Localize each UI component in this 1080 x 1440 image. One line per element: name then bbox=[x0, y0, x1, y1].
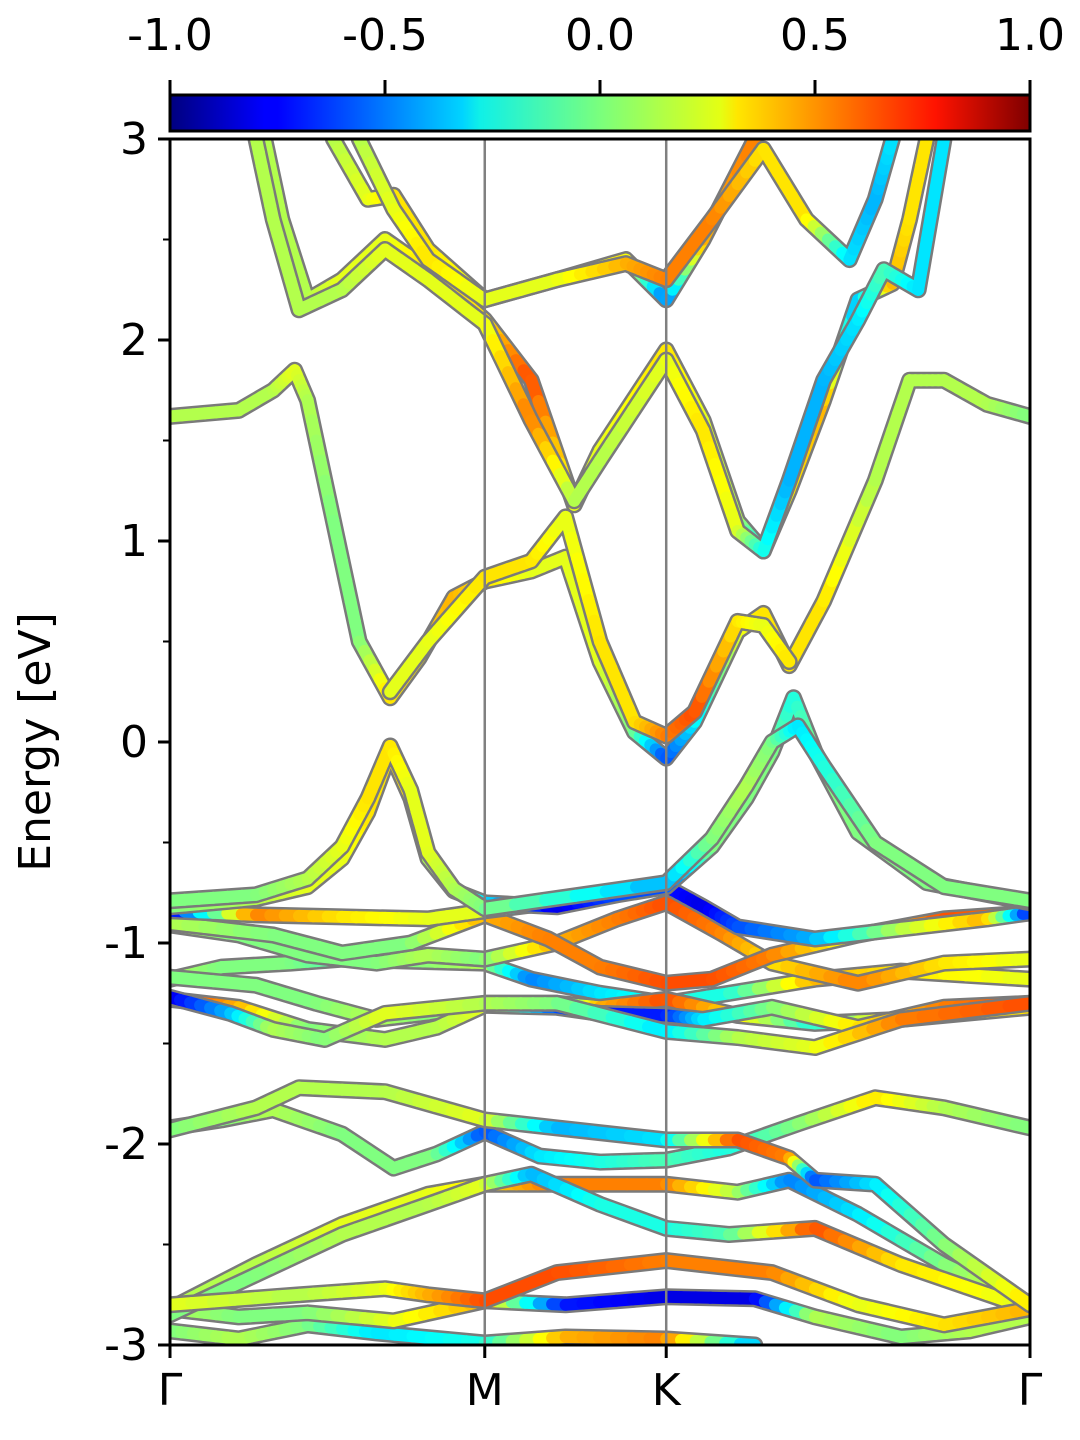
band-line bbox=[350, 139, 901, 309]
band-segment bbox=[1002, 997, 1030, 1012]
band-line bbox=[247, 139, 953, 560]
band-segment bbox=[1002, 971, 1030, 986]
band-segment bbox=[1009, 892, 1030, 907]
x-tick-label: Γ bbox=[158, 1365, 183, 1416]
band-line bbox=[170, 988, 1030, 1056]
y-tick-label: 3 bbox=[120, 114, 148, 165]
x-tick-label: K bbox=[652, 1365, 682, 1416]
band-line bbox=[170, 717, 1030, 918]
colorbar-tick-label: -1.0 bbox=[127, 10, 213, 61]
band-segment bbox=[1009, 953, 1030, 966]
band-line bbox=[381, 508, 798, 745]
y-tick-label: 1 bbox=[120, 516, 148, 567]
band-line bbox=[170, 1079, 1030, 1314]
x-tick-label: Γ bbox=[1018, 1365, 1043, 1416]
band-segment bbox=[778, 649, 796, 668]
band-line bbox=[170, 1252, 1030, 1334]
high-symmetry-lines bbox=[483, 139, 668, 1345]
band-segment bbox=[1009, 1118, 1030, 1134]
colorbar: -1.0 -0.5 0.0 0.5 1.0 bbox=[127, 10, 1065, 133]
colorbar-ticks: -1.0 -0.5 0.0 0.5 1.0 bbox=[127, 10, 1065, 95]
band-segment bbox=[883, 139, 899, 155]
y-tick-label: -2 bbox=[104, 1119, 148, 1170]
y-tick-label: 2 bbox=[120, 315, 148, 366]
y-axis-label: Energy [eV] bbox=[10, 612, 61, 872]
y-tick-label: -1 bbox=[104, 918, 148, 969]
band-line bbox=[170, 361, 1030, 767]
band-line bbox=[170, 1165, 1030, 1324]
colorbar-tick-label: 0.5 bbox=[780, 10, 850, 61]
band-segment bbox=[740, 139, 761, 162]
colorbar-tick-label: -0.5 bbox=[342, 10, 428, 61]
colorbar-gradient bbox=[168, 93, 1032, 133]
y-axis-ticks: -3 -2 -1 0 1 2 3 bbox=[104, 114, 170, 1371]
band-segment bbox=[1009, 1288, 1030, 1311]
band-segment bbox=[933, 139, 950, 171]
colorbar-tick-label: 0.0 bbox=[565, 10, 635, 61]
band-segment bbox=[917, 139, 933, 159]
y-tick-label: 0 bbox=[120, 717, 148, 768]
bands-layer bbox=[170, 139, 1030, 1345]
band-line bbox=[170, 1316, 764, 1345]
colorbar-tick-label: 1.0 bbox=[995, 10, 1065, 61]
x-tick-label: M bbox=[466, 1365, 504, 1416]
band-outline bbox=[170, 361, 1030, 767]
y-tick-label: -3 bbox=[104, 1320, 148, 1371]
